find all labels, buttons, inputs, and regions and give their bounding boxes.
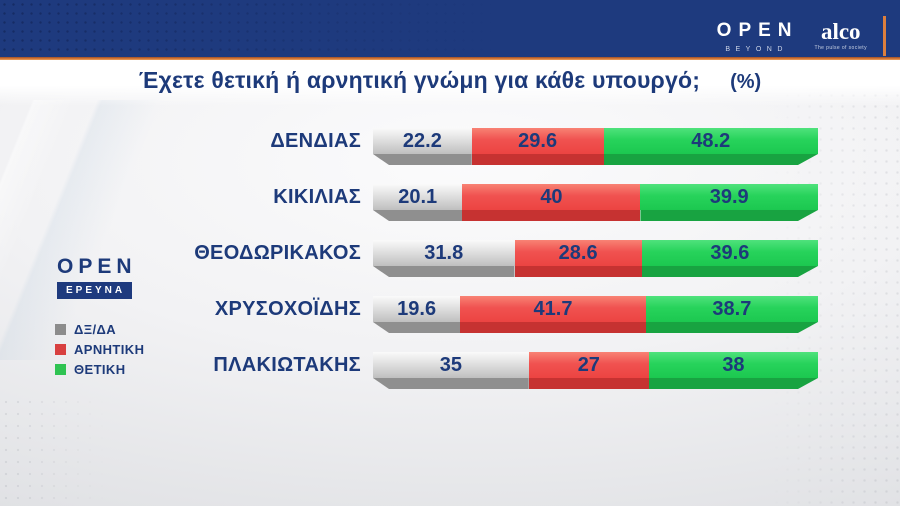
header-bar bbox=[0, 0, 900, 57]
segment-value: 39.6 bbox=[710, 242, 750, 264]
percent-unit: (%) bbox=[730, 71, 762, 93]
segment-3d-base bbox=[514, 266, 642, 277]
segment-value: 39.9 bbox=[709, 186, 749, 208]
legend-label: ΔΞ/ΔΑ bbox=[74, 322, 117, 337]
segment-positive: 39.6 bbox=[641, 240, 818, 266]
segment-positive: 38.7 bbox=[645, 296, 818, 322]
stacked-bar: 22.2 29.6 48.2 bbox=[373, 128, 818, 165]
minister-label: ΧΡΥΣΟΧΟΪΔΗΣ bbox=[214, 298, 361, 320]
background-streaks bbox=[0, 100, 380, 360]
segment-3d-base bbox=[646, 322, 818, 333]
segment-value: 31.8 bbox=[424, 242, 464, 264]
segment-value: 35 bbox=[439, 354, 462, 376]
legend-swatch-positive bbox=[55, 364, 66, 375]
segment-value: 27 bbox=[577, 354, 600, 376]
legend-swatch-negative bbox=[55, 344, 66, 355]
segment-dxda: 19.6 bbox=[373, 296, 461, 333]
segment-3d-base bbox=[460, 322, 646, 333]
segment-positive: 39.9 bbox=[640, 184, 818, 210]
segment-dxda: 31.8 bbox=[373, 240, 515, 277]
segment-value: 28.6 bbox=[558, 242, 598, 264]
segment-3d-base bbox=[649, 378, 818, 389]
segment-dxda: 35 bbox=[373, 352, 529, 389]
beyond-logo-text: BEYOND bbox=[725, 45, 788, 53]
minister-label: ΚΙΚΙΛΙΑΣ bbox=[273, 186, 361, 208]
alco-logo-text: alco bbox=[820, 18, 861, 44]
segment-3d-base bbox=[642, 266, 818, 277]
segment-3d-base bbox=[640, 210, 818, 221]
legend-item-dxda: ΔΞ/ΔΑ bbox=[55, 321, 144, 338]
bar-row: ΔΕΝΔΙΑΣ 22.2 29.6 48.2 bbox=[0, 118, 900, 174]
segment-value: 41.7 bbox=[533, 298, 573, 320]
minister-label: ΠΛΑΚΙΩΤΑΚΗΣ bbox=[213, 354, 361, 376]
segment-3d-base bbox=[471, 154, 604, 165]
open-ereyna-logo: OPEN ΕΡΕΥΝΑ bbox=[57, 255, 137, 299]
stacked-bar: 31.8 28.6 39.6 bbox=[373, 240, 818, 277]
segment-3d-base bbox=[373, 266, 515, 277]
segment-3d-base bbox=[373, 210, 463, 221]
segment-negative: 27 bbox=[528, 352, 649, 389]
stacked-bar: 20.1 40 39.9 bbox=[373, 184, 818, 221]
header-accent-line bbox=[0, 57, 900, 60]
segment-positive: 38 bbox=[648, 352, 818, 378]
segment-value: 48.2 bbox=[691, 130, 731, 152]
open-logo-text: OPEN bbox=[716, 19, 799, 41]
segment-value: 20.1 bbox=[398, 186, 438, 208]
bar-chart: ΔΕΝΔΙΑΣ 22.2 29.6 48.2 ΚΙΚΙΛΙΑΣ 20.1 40 39.9 ΘΕΟ… bbox=[0, 118, 900, 398]
bar-row: ΠΛΑΚΙΩΤΑΚΗΣ 35 27 38 bbox=[0, 342, 900, 398]
legend: ΔΞ/ΔΑ ΑΡΝΗΤΙΚΗ ΘΕΤΙΚΗ bbox=[55, 321, 144, 381]
alco-logo-divider bbox=[883, 16, 886, 56]
segment-value: 29.6 bbox=[518, 130, 558, 152]
ereyna-badge: ΕΡΕΥΝΑ bbox=[57, 282, 133, 299]
segment-value: 38.7 bbox=[712, 298, 752, 320]
segment-value: 22.2 bbox=[402, 130, 442, 152]
segment-3d-base bbox=[604, 154, 818, 165]
legend-item-negative: ΑΡΝΗΤΙΚΗ bbox=[55, 341, 144, 358]
bar-row: ΘΕΟΔΩΡΙΚΑΚΟΣ 31.8 28.6 39.6 bbox=[0, 230, 900, 286]
bar-row: ΚΙΚΙΛΙΑΣ 20.1 40 39.9 bbox=[0, 174, 900, 230]
alco-logo: alco The pulse of society bbox=[814, 18, 867, 51]
stacked-bar: 35 27 38 bbox=[373, 352, 818, 389]
segment-value: 40 bbox=[540, 186, 563, 208]
segment-3d-base bbox=[373, 154, 472, 165]
question-title: Έχετε θετική ή αρνητική γνώμη για κάθε υ… bbox=[0, 67, 900, 94]
open-ereyna-word: OPEN bbox=[57, 255, 137, 278]
background-dot-texture-left bbox=[0, 396, 120, 506]
bar-rows: ΔΕΝΔΙΑΣ 22.2 29.6 48.2 ΚΙΚΙΛΙΑΣ 20.1 40 39.9 ΘΕΟ… bbox=[0, 118, 900, 398]
segment-negative: 29.6 bbox=[471, 128, 604, 165]
bar-row: ΧΡΥΣΟΧΟΪΔΗΣ 19.6 41.7 38.7 bbox=[0, 286, 900, 342]
segment-value: 19.6 bbox=[397, 298, 437, 320]
segment-3d-base bbox=[373, 322, 461, 333]
legend-swatch-dxda bbox=[55, 324, 66, 335]
legend-item-positive: ΘΕΤΙΚΗ bbox=[55, 361, 144, 378]
segment-3d-base bbox=[528, 378, 649, 389]
stacked-bar: 19.6 41.7 38.7 bbox=[373, 296, 818, 333]
minister-label: ΘΕΟΔΩΡΙΚΑΚΟΣ bbox=[194, 242, 361, 264]
open-beyond-logo: OPEN BEYOND bbox=[710, 20, 799, 53]
segment-negative: 41.7 bbox=[460, 296, 646, 333]
segment-dxda: 22.2 bbox=[373, 128, 472, 165]
legend-label: ΑΡΝΗΤΙΚΗ bbox=[74, 342, 145, 357]
segment-dxda: 20.1 bbox=[373, 184, 463, 221]
question-text: Έχετε θετική ή αρνητική γνώμη για κάθε υ… bbox=[138, 67, 701, 93]
segment-3d-base bbox=[373, 378, 529, 389]
segment-3d-base bbox=[462, 210, 641, 221]
segment-negative: 40 bbox=[462, 184, 641, 221]
alco-logo-tagline: The pulse of society bbox=[814, 44, 867, 51]
title-band bbox=[0, 60, 900, 106]
segment-negative: 28.6 bbox=[514, 240, 642, 277]
segment-positive: 48.2 bbox=[603, 128, 818, 154]
minister-label: ΔΕΝΔΙΑΣ bbox=[270, 130, 361, 152]
header-logos: OPEN BEYOND alco The pulse of society bbox=[710, 14, 886, 58]
legend-label: ΘΕΤΙΚΗ bbox=[74, 362, 126, 377]
segment-value: 38 bbox=[722, 354, 745, 376]
